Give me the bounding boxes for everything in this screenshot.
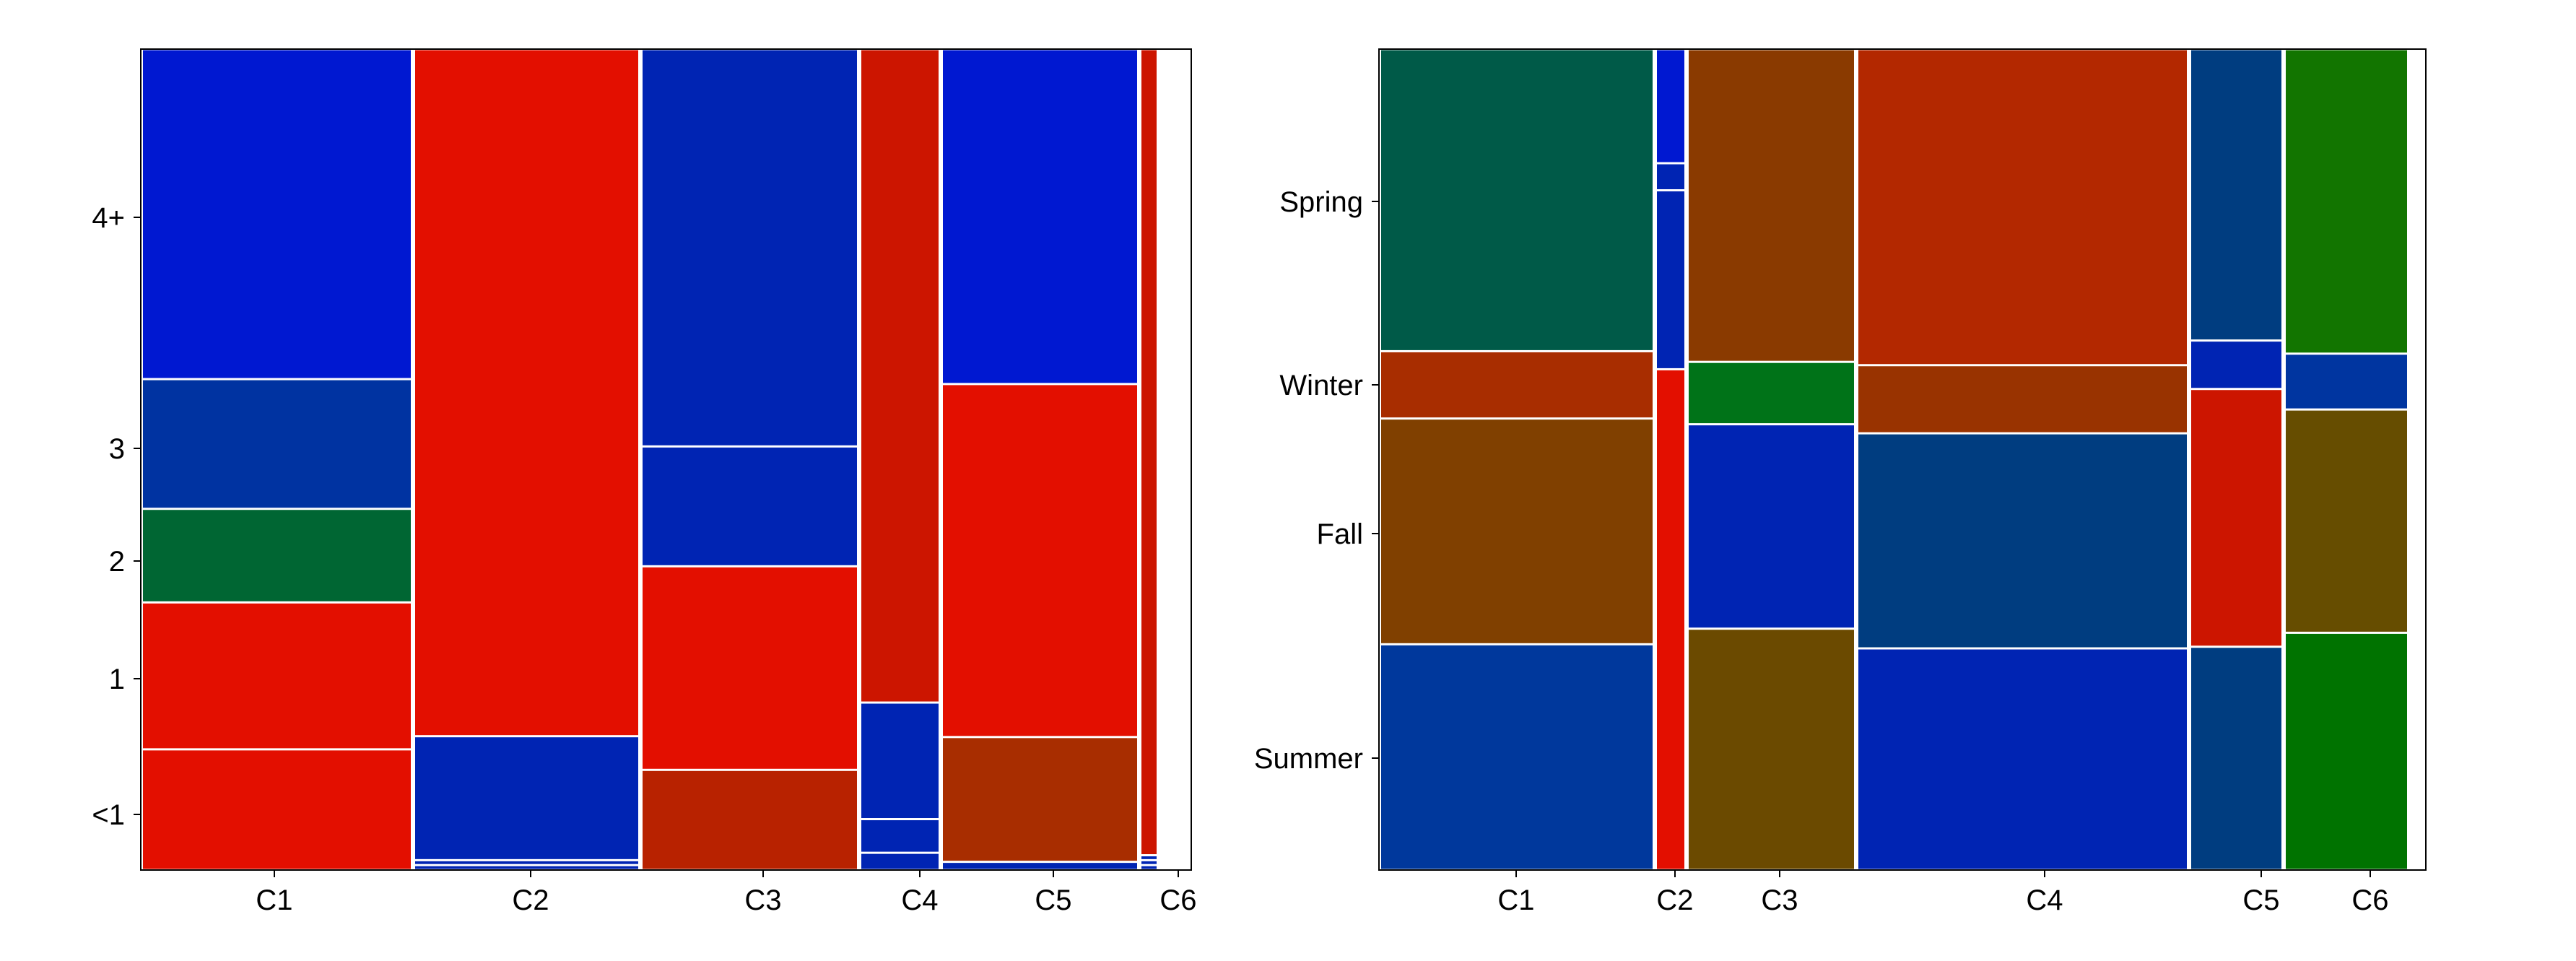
mosaic-tile-C6-1 <box>1141 866 1157 869</box>
mosaic-tile-C1-2 <box>1381 419 1653 643</box>
y-tick-label-4: 4+ <box>92 202 125 234</box>
mosaic-tile-C5-3 <box>2191 342 2281 388</box>
mosaic-tile-C1-2 <box>143 603 411 749</box>
mosaic-tile-C3-1 <box>643 770 857 869</box>
y-tick-label-Spring: Spring <box>1279 186 1363 218</box>
x-tick-label-C2: C2 <box>1656 884 1693 916</box>
x-tick-label-C3: C3 <box>744 884 781 916</box>
mosaic-tile-C2-3 <box>415 737 638 859</box>
mosaic-tile-C6-4 <box>1141 50 1157 855</box>
mosaic-tile-C3-2 <box>643 567 857 769</box>
mosaic-tile-C2-3 <box>1657 164 1684 190</box>
mosaic-tile-C2-1 <box>415 866 638 869</box>
y-tick-label-Fall: Fall <box>1317 518 1363 550</box>
mosaic-tile-C1-1 <box>143 750 411 869</box>
mosaic-tile-C5-1 <box>2191 648 2281 869</box>
y-tick-label-Summer: Summer <box>1254 743 1363 775</box>
mosaic-tile-C5-4 <box>2191 50 2281 340</box>
mosaic-tile-C3-4 <box>1689 50 1854 361</box>
mosaic-tile-C6-3 <box>2286 355 2407 409</box>
mosaic-tile-C1-4 <box>1381 50 1653 350</box>
mosaic-tile-C4-2 <box>861 820 939 852</box>
mosaic-tile-C5-4 <box>943 50 1137 383</box>
mosaic-tile-C3-1 <box>1689 630 1854 869</box>
x-tick-label-C4: C4 <box>901 884 938 916</box>
mosaic-tile-C6-4 <box>2286 50 2407 353</box>
x-tick-label-C1: C1 <box>256 884 292 916</box>
x-tick-label-C1: C1 <box>1497 884 1534 916</box>
mosaic-panel-right: C1 C2 C3 C4 C5 C6 Summer Fall Winter Spring <box>1254 48 2427 916</box>
y-tick-label-1: <1 <box>92 799 125 831</box>
mosaic-tile-C2-1 <box>1657 370 1684 869</box>
y-tick-label-1: 1 <box>109 664 125 695</box>
x-tick-label-C3: C3 <box>1761 884 1798 916</box>
mosaic-tile-C4-4 <box>1858 50 2187 365</box>
y-tick-label-3: 3 <box>109 433 125 465</box>
mosaic-tile-C6-1 <box>2286 633 2407 869</box>
mosaic-tile-C4-1 <box>1858 649 2187 869</box>
mosaic-tile-C2-4 <box>415 50 638 736</box>
y-tick-label-Winter: Winter <box>1279 370 1363 401</box>
mosaic-tile-C5-2 <box>2191 390 2281 646</box>
mosaic-tile-C4-4 <box>861 50 939 702</box>
x-tick-label-C6: C6 <box>2351 884 2388 916</box>
mosaic-tile-C3-3 <box>643 447 857 565</box>
mosaic-tile-C3-2 <box>1689 425 1854 628</box>
mosaic-tile-C6-2 <box>2286 410 2407 632</box>
mosaic-tile-C6-3 <box>1141 856 1157 859</box>
x-tick-label-C6: C6 <box>1159 884 1196 916</box>
mosaic-tile-C2-2 <box>415 861 638 864</box>
mosaic-tile-C1-5 <box>143 50 411 378</box>
mosaic-tile-C5-1 <box>943 863 1137 869</box>
mosaic-tile-C4-3 <box>861 703 939 819</box>
mosaic-tile-C5-2 <box>943 738 1137 861</box>
mosaic-tile-C1-3 <box>143 510 411 601</box>
x-tick-label-C2: C2 <box>512 884 549 916</box>
mosaic-panel-left: C1 C2 C3 C4 C5 C6 <1 1 2 3 4+ <box>92 48 1197 916</box>
mosaic-tile-C2-4 <box>1657 50 1684 162</box>
x-tick-label-C5: C5 <box>2242 884 2279 916</box>
mosaic-tile-C1-3 <box>1381 352 1653 418</box>
x-tick-label-C4: C4 <box>2026 884 2063 916</box>
mosaic-tile-C3-4 <box>643 50 857 445</box>
axes-frame <box>140 48 1192 871</box>
mosaic-tile-C1-1 <box>1381 645 1653 869</box>
x-tick-label-C5: C5 <box>1035 884 1071 916</box>
mosaic-tile-C3-3 <box>1689 362 1854 424</box>
mosaic-tile-C5-3 <box>943 385 1137 736</box>
mosaic-tile-C6-2 <box>1141 861 1157 864</box>
mosaic-tile-C1-4 <box>143 380 411 508</box>
mosaic-tile-C4-2 <box>1858 434 2187 648</box>
y-tick-label-2: 2 <box>109 546 125 578</box>
axes-frame <box>1378 48 2427 871</box>
mosaic-tile-C4-1 <box>861 853 939 869</box>
mosaic-tile-C2-2 <box>1657 191 1684 368</box>
mosaic-tile-C4-3 <box>1858 366 2187 432</box>
